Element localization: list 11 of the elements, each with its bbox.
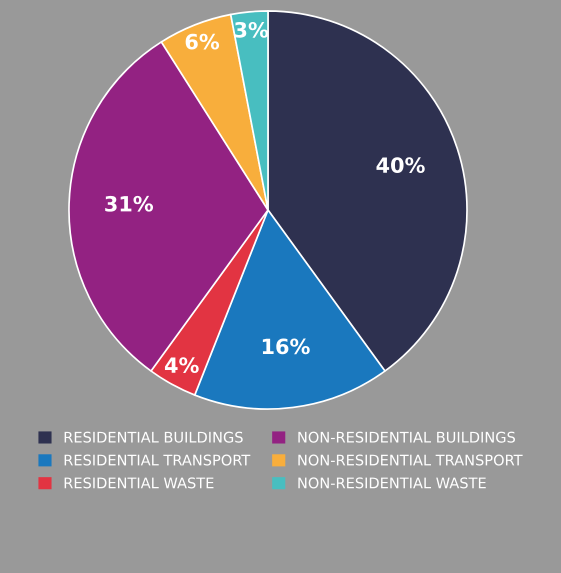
legend-label: NON-RESIDENTIAL TRANSPORT <box>298 454 523 466</box>
legend-label: RESIDENTIAL WASTE <box>64 477 214 488</box>
legend-label: RESIDENTIAL BUILDINGS <box>64 432 243 443</box>
legend-label: RESIDENTIAL TRANSPORT <box>64 454 250 466</box>
data-label: 40% <box>376 157 425 173</box>
legend-label: NON-RESIDENTIAL BUILDINGS <box>298 432 515 443</box>
data-label: 31% <box>105 196 154 212</box>
data-label: 6% <box>186 34 220 50</box>
data-label: 4% <box>164 357 199 374</box>
legend-label: NON-RESIDENTIAL WASTE <box>298 477 486 488</box>
data-label: 16% <box>262 338 310 354</box>
